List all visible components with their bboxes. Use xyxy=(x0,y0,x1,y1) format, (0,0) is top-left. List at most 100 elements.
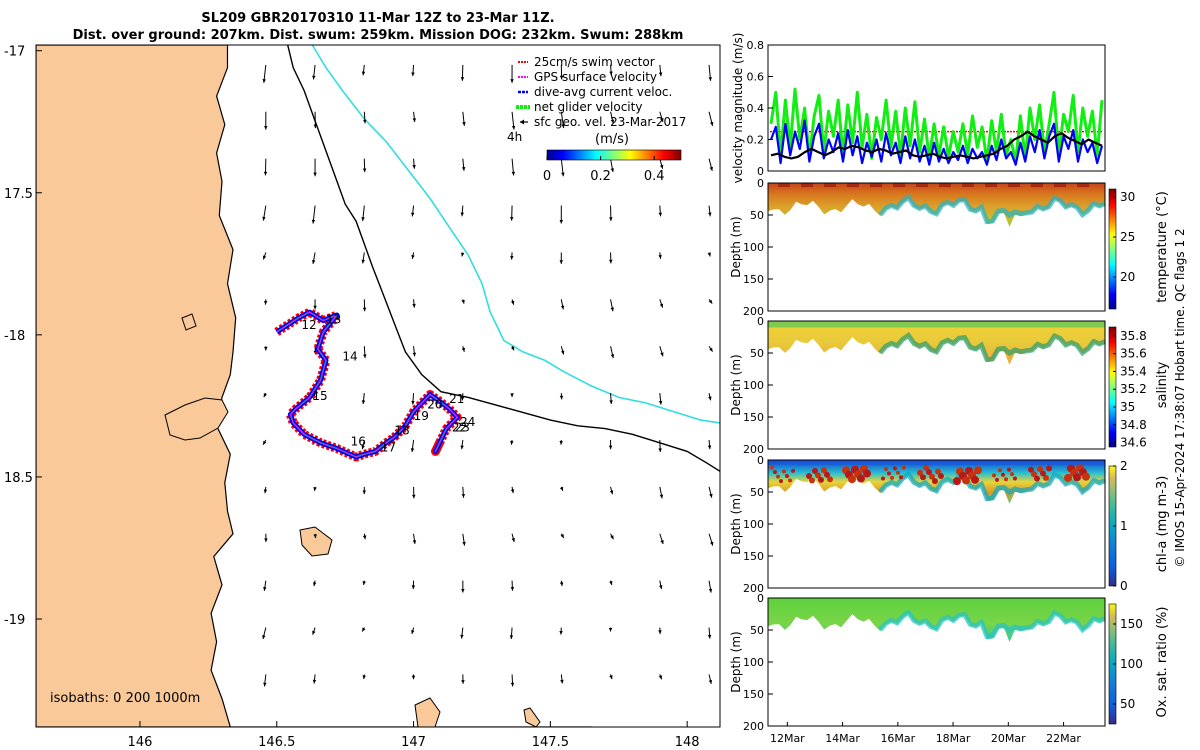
temperature-warm-surface xyxy=(801,183,813,187)
velocity-arrow-head xyxy=(658,72,663,77)
velocity-arrow-head xyxy=(263,682,267,687)
velocity-arrow-head xyxy=(708,396,712,401)
map-x-tick-label: 146 xyxy=(128,735,153,750)
chlorophyll-y-tick-label: 100 xyxy=(743,518,764,531)
temperature-colorbar xyxy=(1108,188,1117,310)
chlorophyll-colorbar-tick-label: 1 xyxy=(1120,519,1128,533)
speed-colorbar-ticks: 0 0.2 0.4 xyxy=(543,156,665,184)
velocity-arrow-head xyxy=(264,538,268,543)
chlorophyll-maximum-patch xyxy=(953,477,961,486)
velocity-arrow-head xyxy=(263,440,267,445)
chlorophyll-maximum-patch xyxy=(896,470,900,475)
velocity-arrow-head xyxy=(510,682,515,687)
chlorophyll-maximum-patch xyxy=(917,469,923,476)
temperature-y-tick-label: 150 xyxy=(743,273,764,286)
temperature-deep-band xyxy=(878,194,1106,225)
velocity-arrow-head xyxy=(264,125,268,130)
chlorophyll-maximum-patch xyxy=(806,473,812,479)
chlorophyll-maximum-patch xyxy=(773,470,777,475)
svg-text:25cm/s swim vector: 25cm/s swim vector xyxy=(534,55,655,69)
velocity-arrow-head xyxy=(263,300,268,305)
chlorophyll-maximum-patch xyxy=(815,472,821,479)
velocity-arrow-head xyxy=(361,400,366,404)
oxygen-colorbar-tick-label: 100 xyxy=(1120,657,1143,671)
chlorophyll-maximum-patch xyxy=(857,474,865,483)
velocity-arrow-head xyxy=(709,166,714,171)
velocity-arrow-head xyxy=(311,260,316,264)
hinchinbrook-island xyxy=(164,397,229,441)
chlorophyll-y-tick-label: 50 xyxy=(750,486,764,499)
temperature-colorbar-tick-label: 30 xyxy=(1120,190,1135,204)
chlorophyll-maximum-patch xyxy=(935,468,941,475)
velocity-arrow-head xyxy=(313,124,318,129)
temperature-warm-surface xyxy=(1077,183,1089,187)
velocity-arrow-head xyxy=(559,582,564,587)
velocity-arrow-head xyxy=(361,71,366,76)
velocity-arrow-head xyxy=(263,586,267,591)
chlorophyll-maximum-patch xyxy=(998,468,1002,473)
oxygen-y-tick-label: 150 xyxy=(743,688,764,701)
velocity-arrow-head xyxy=(313,305,317,310)
map-x-tick-label: 147 xyxy=(401,735,426,750)
velocity-arrow-head xyxy=(313,172,317,177)
chlorophyll-maximum-patch xyxy=(1007,467,1011,472)
day-label: 22 xyxy=(452,420,467,434)
velocity-arrow-head xyxy=(658,255,662,259)
time-tick-label: 22Mar xyxy=(1046,732,1081,745)
velocity-arrow-head xyxy=(561,124,565,129)
salinity-y-tick-label: 50 xyxy=(750,347,764,360)
map-y-tick-label: -18 xyxy=(4,329,25,344)
velocity-arrow-head xyxy=(263,393,267,398)
velocity-arrow-head xyxy=(411,212,415,217)
velocity-arrow-head xyxy=(311,219,316,224)
legend-sfc-geo-velocity: sfc geo. vel. 23-Mar-2017 xyxy=(520,115,686,129)
chlorophyll-maximum-patch xyxy=(995,477,999,482)
velocity-panel: 0 0.2 0.4 0.6 0.8 velocity magnitude (m/s) xyxy=(731,33,1106,183)
temperature-colorbar-label: temperature (°C) xyxy=(1155,191,1170,303)
small-islet xyxy=(181,313,197,331)
chlorophyll-maximum-patch xyxy=(890,475,894,480)
salinity-colorbar-tick-label: 35.2 xyxy=(1120,382,1147,396)
legend-dive-avg-current: dive-avg current veloc. xyxy=(518,85,672,99)
velocity-arrow-head xyxy=(560,534,564,539)
velocity-arrow-head xyxy=(461,347,466,352)
velocity-arrow-head xyxy=(560,305,565,310)
temperature-y-tick-label: 0 xyxy=(757,177,764,190)
velocity-arrow-head xyxy=(460,634,464,639)
chlorophyll-colorbar-tick-label: 2 xyxy=(1120,459,1128,473)
temperature-y-tick-label: 200 xyxy=(743,305,764,318)
velocity-arrow-head xyxy=(411,585,416,589)
velocity-arrow-head xyxy=(510,440,514,445)
reef-fragment xyxy=(523,707,541,727)
chlorophyll-maximum-patch xyxy=(974,466,982,475)
isobath-200m xyxy=(287,45,720,472)
velocity-arrow-head xyxy=(411,72,415,77)
chlorophyll-maximum-patch xyxy=(926,469,932,476)
velocity-arrow-head xyxy=(361,259,365,264)
chlorophyll-maximum-patch xyxy=(1031,471,1037,478)
velocity-arrow-head xyxy=(660,352,664,357)
velocity-arrow-head xyxy=(312,75,316,80)
velocity-arrow-head xyxy=(708,679,713,684)
velocity-arrow-head xyxy=(510,79,514,83)
salinity-colorbar-tick-label: 34.8 xyxy=(1120,418,1147,432)
temperature-warm-surface xyxy=(847,183,859,187)
chlorophyll-maximum-patch xyxy=(1001,472,1005,477)
temperature-colorbar-tick-label: 25 xyxy=(1120,230,1135,244)
credit-text: © IMOS 15-Apr-2024 17:38:07 Hobart time.… xyxy=(1173,228,1187,567)
chlorophyll-colorbar-label: chl-a (mg m-3) xyxy=(1155,476,1170,573)
velocity-arrow-head xyxy=(609,217,613,221)
chlorophyll-maximum-patch xyxy=(881,476,885,481)
velocity-arrow-head xyxy=(460,396,465,401)
chlorophyll-colorbar-tick-label: 0 xyxy=(1120,579,1128,593)
velocity-arrow-head xyxy=(707,445,712,450)
velocity-arrow-head xyxy=(609,259,613,264)
salinity-y-tick-label: 0 xyxy=(757,315,764,328)
chlorophyll-maximum-patch xyxy=(1043,474,1049,481)
velocity-y-tick-label: 0 xyxy=(757,165,764,178)
velocity-arrow-head xyxy=(610,307,614,312)
svg-text:net glider velocity: net glider velocity xyxy=(534,100,642,114)
oxygen-y-tick-label: 50 xyxy=(750,624,764,637)
velocity-arrow-head xyxy=(609,675,613,680)
